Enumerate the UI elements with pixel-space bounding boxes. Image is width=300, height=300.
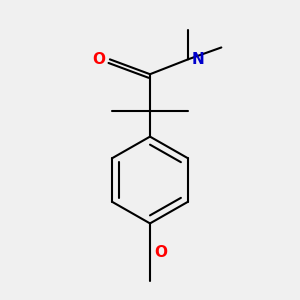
Text: O: O: [92, 52, 105, 67]
Text: N: N: [192, 52, 204, 67]
Text: O: O: [154, 245, 167, 260]
